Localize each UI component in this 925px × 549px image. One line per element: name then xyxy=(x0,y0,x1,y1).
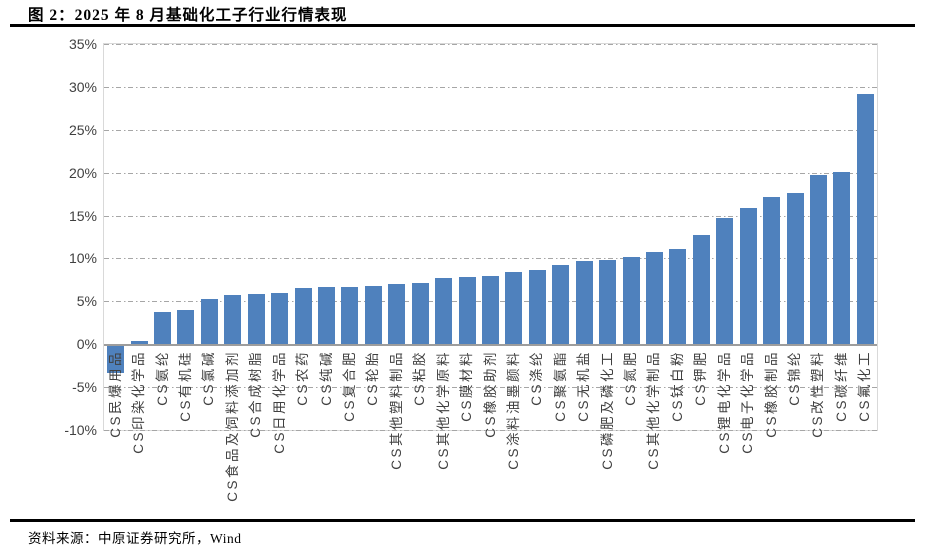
bar xyxy=(552,265,569,344)
bar xyxy=(154,312,171,345)
y-axis-tick-label: -5% xyxy=(72,379,97,395)
bar xyxy=(716,218,733,344)
x-axis-category-label: CS无机盐 xyxy=(576,350,591,422)
gridline xyxy=(104,44,877,45)
x-axis-category-label: CS氟化工 xyxy=(857,350,872,422)
bar xyxy=(599,260,616,344)
gridline xyxy=(104,216,877,217)
y-axis-tick-label: 25% xyxy=(68,122,97,138)
bar xyxy=(107,344,124,373)
x-axis-category-label: CS氨纶 xyxy=(155,350,170,406)
x-axis-category-label: CS改性塑料 xyxy=(810,350,825,438)
y-axis-tick-label: 20% xyxy=(68,165,97,181)
x-axis-category-label: CS复合肥 xyxy=(342,350,357,422)
gridline xyxy=(104,258,877,259)
bar xyxy=(693,235,710,344)
x-axis-category-label: CS碳纤维 xyxy=(834,350,849,422)
x-axis-line xyxy=(104,344,877,346)
y-axis-tick-label: -10% xyxy=(64,422,97,438)
x-axis-category-label: CS其他化学原料 xyxy=(436,350,451,470)
bar xyxy=(248,294,265,344)
bar xyxy=(459,277,476,344)
x-axis-category-label: CS涂料油墨颜料 xyxy=(506,350,521,470)
bar xyxy=(833,172,850,344)
bar xyxy=(318,287,335,344)
gridline xyxy=(104,173,877,174)
x-axis-category-label: CS印染化学品 xyxy=(131,350,146,454)
y-axis-tick-label: 35% xyxy=(68,36,97,52)
y-axis-tick-label: 5% xyxy=(76,293,97,309)
x-axis-category-label: CS纯碱 xyxy=(319,350,334,406)
x-axis-category-label: CS膜材料 xyxy=(459,350,474,422)
x-axis-category-label: CS粘胶 xyxy=(412,350,427,406)
y-axis-tick-label: 10% xyxy=(68,250,97,266)
bar xyxy=(740,208,757,344)
bar xyxy=(505,272,522,344)
bar xyxy=(623,257,640,344)
x-axis-category-label: CS电子化学品 xyxy=(740,350,755,454)
x-axis-category-label: CS合成树脂 xyxy=(248,350,263,438)
bar xyxy=(435,278,452,344)
bar xyxy=(482,276,499,344)
x-axis-category-label: CS锦纶 xyxy=(787,350,802,406)
x-axis-category-label: CS农药 xyxy=(295,350,310,406)
gridline xyxy=(104,130,877,131)
y-axis-tick-label: 15% xyxy=(68,208,97,224)
x-axis-category-label: CS聚氨酯 xyxy=(553,350,568,422)
bar xyxy=(669,249,686,344)
x-axis-category-label: CS钛白粉 xyxy=(670,350,685,422)
bar xyxy=(388,284,405,344)
figure-title: 图 2：2025 年 8 月基础化工子行业行情表现 xyxy=(28,7,348,24)
y-axis-tick-label: 0% xyxy=(76,336,97,352)
bar xyxy=(529,270,546,344)
bar xyxy=(412,283,429,344)
footer-divider xyxy=(10,519,915,522)
bar xyxy=(177,310,194,344)
bar xyxy=(365,286,382,344)
title-divider xyxy=(10,24,915,27)
x-axis-category-label: CS橡胶制品 xyxy=(764,350,779,438)
x-axis-category-label: CS锂电化学品 xyxy=(717,350,732,454)
bar xyxy=(341,287,358,344)
bar xyxy=(271,293,288,344)
x-axis-category-label: CS氯碱 xyxy=(201,350,216,406)
x-axis-category-label: CS橡胶助剂 xyxy=(483,350,498,438)
x-axis-category-label: CS其他化学制品 xyxy=(646,350,661,470)
gridline xyxy=(104,87,877,88)
x-axis-category-label: CS有机硅 xyxy=(178,350,193,422)
x-axis-category-label: CS氮肥 xyxy=(623,350,638,406)
x-axis-category-label: CS钾肥 xyxy=(693,350,708,406)
bar xyxy=(787,193,804,344)
bar xyxy=(224,295,241,344)
gridline xyxy=(104,387,877,388)
x-axis-category-label: CS民爆用品 xyxy=(108,350,123,438)
bar xyxy=(131,341,148,344)
bar xyxy=(857,94,874,344)
source-note: 资料来源：中原证券研究所，Wind xyxy=(28,531,242,546)
x-axis-category-label: CS其他塑料制品 xyxy=(389,350,404,470)
x-axis-category-label: CS食品及饲料添加剂 xyxy=(225,350,240,502)
x-axis-category-label: CS涤纶 xyxy=(529,350,544,406)
bar xyxy=(576,261,593,344)
bar xyxy=(763,197,780,345)
x-axis-category-label: CS磷肥及磷化工 xyxy=(600,350,615,470)
y-axis-tick-label: 30% xyxy=(68,79,97,95)
bar xyxy=(295,288,312,344)
bar xyxy=(810,175,827,344)
bar xyxy=(646,252,663,344)
x-axis-category-label: CS轮胎 xyxy=(365,350,380,406)
bar xyxy=(201,299,218,344)
x-axis-category-label: CS日用化学品 xyxy=(272,350,287,454)
gridline xyxy=(104,430,877,431)
